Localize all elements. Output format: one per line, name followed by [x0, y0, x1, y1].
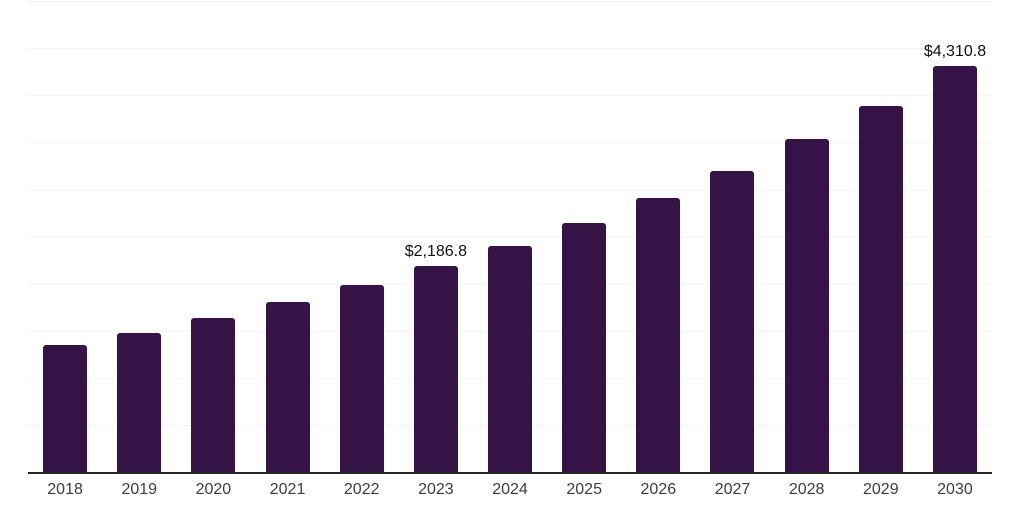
bar-slot-2023: $2,186.8: [399, 1, 473, 472]
data-label-2030: $4,310.8: [923, 42, 987, 60]
data-label-2023: $2,186.8: [404, 243, 467, 261]
x-tick-label-2026: 2026: [640, 481, 677, 498]
bar-slot-2022: [325, 1, 399, 472]
bar-slot-2026: [621, 1, 695, 472]
x-tick-label-2025: 2025: [566, 481, 602, 498]
x-tick-label-2028: 2028: [788, 481, 825, 498]
bar-2019: [117, 332, 162, 472]
bar-2024: [488, 245, 533, 472]
x-tick-label-2029: 2029: [863, 481, 899, 498]
bar-slot-2021: [250, 1, 324, 472]
x-tick-label-2023: 2023: [418, 481, 454, 498]
bar-slot-2025: [547, 1, 621, 472]
bar-2018: [43, 344, 88, 472]
x-tick-label-2021: 2021: [269, 481, 306, 498]
x-tick-label-2024: 2024: [492, 481, 528, 498]
x-axis-labels: 2018 2019 2020 2021 2022 2023 2024 2025 2026 2027…: [28, 482, 992, 498]
x-tick-label-2018: 2018: [47, 481, 83, 498]
bar-2022: [339, 284, 384, 472]
bar-slot-2028: [770, 1, 844, 472]
x-tick-label-2022: 2022: [343, 481, 380, 498]
bar-2027: [710, 170, 755, 472]
bar-2030: [932, 65, 977, 472]
x-tick-label-2020: 2020: [195, 481, 232, 498]
bar-2026: [636, 198, 681, 472]
bar-slot-2018: [28, 1, 102, 472]
x-tick-label-2019: 2019: [121, 481, 158, 498]
bar-2020: [191, 317, 236, 472]
bar-slot-2020: [176, 1, 250, 472]
bar-slot-2030: $4,310.8: [918, 1, 992, 472]
bar-2021: [265, 302, 310, 472]
bars-row: $2,186.8 $4,310.8: [28, 1, 992, 472]
bar-2028: [784, 139, 829, 472]
x-tick-label-2030: 2030: [937, 481, 973, 498]
bar-slot-2027: [695, 1, 769, 472]
bar-2025: [562, 223, 607, 472]
bar-2029: [858, 105, 903, 472]
x-tick-label-2027: 2027: [714, 481, 751, 498]
plot-area: $2,186.8 $4,310.8: [28, 1, 992, 474]
bar-slot-2029: [844, 1, 918, 472]
bar-slot-2019: [102, 1, 176, 472]
bar-2023: [413, 266, 458, 472]
bar-slot-2024: [473, 1, 547, 472]
